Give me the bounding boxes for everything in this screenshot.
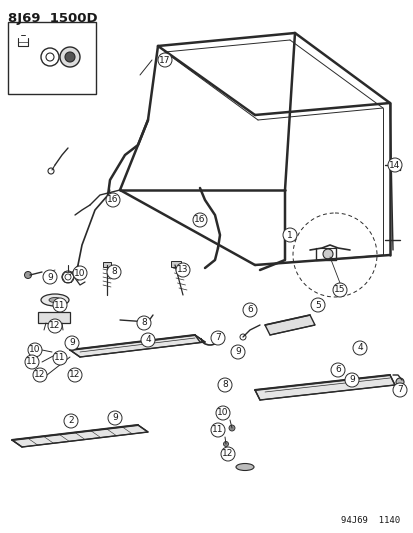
Text: 11: 11 (54, 353, 66, 362)
Circle shape (218, 378, 231, 392)
Text: 10: 10 (74, 269, 85, 278)
Circle shape (65, 52, 75, 62)
Circle shape (176, 263, 190, 277)
Circle shape (352, 341, 366, 355)
Circle shape (192, 213, 206, 227)
Text: 14: 14 (388, 160, 400, 169)
Circle shape (33, 368, 47, 382)
Circle shape (221, 447, 235, 461)
Circle shape (392, 383, 406, 397)
Text: 4: 4 (356, 343, 362, 352)
Circle shape (141, 333, 154, 347)
Text: 12: 12 (34, 370, 45, 379)
Ellipse shape (49, 297, 61, 303)
Circle shape (322, 249, 332, 259)
Circle shape (24, 271, 31, 279)
Circle shape (223, 441, 228, 447)
Circle shape (228, 425, 235, 431)
Circle shape (53, 298, 67, 312)
Text: 7: 7 (396, 385, 402, 394)
Circle shape (73, 266, 87, 280)
Text: 10: 10 (217, 408, 228, 417)
Circle shape (107, 265, 121, 279)
Bar (103, 262, 111, 267)
Ellipse shape (41, 294, 69, 306)
Circle shape (60, 47, 80, 67)
Circle shape (395, 378, 403, 386)
Text: 6: 6 (334, 366, 340, 375)
Polygon shape (12, 425, 147, 447)
Text: 2: 2 (68, 416, 74, 425)
Text: 1: 1 (287, 230, 292, 239)
Text: 9: 9 (112, 414, 118, 423)
Circle shape (28, 343, 42, 357)
Circle shape (282, 228, 296, 242)
Circle shape (330, 363, 344, 377)
Bar (38, 312, 70, 323)
Bar (8, 22, 96, 94)
Text: 13: 13 (177, 265, 188, 274)
Polygon shape (70, 335, 204, 357)
Circle shape (310, 298, 324, 312)
Text: 8: 8 (111, 268, 116, 277)
Circle shape (137, 316, 151, 330)
Circle shape (25, 355, 39, 369)
Bar (171, 261, 180, 267)
Text: 11: 11 (212, 425, 223, 434)
Text: 9: 9 (235, 348, 240, 357)
Text: 8J69  1500D: 8J69 1500D (8, 12, 97, 25)
Text: 8: 8 (141, 319, 147, 327)
Text: 17: 17 (159, 55, 170, 64)
Circle shape (216, 406, 230, 420)
Polygon shape (254, 375, 394, 400)
Circle shape (211, 331, 224, 345)
Text: 6: 6 (247, 305, 252, 314)
Text: 5: 5 (314, 301, 320, 310)
Text: 94J69  1140: 94J69 1140 (340, 516, 399, 525)
Text: 15: 15 (333, 286, 345, 295)
Circle shape (387, 158, 401, 172)
Text: 9: 9 (69, 338, 75, 348)
Circle shape (344, 373, 358, 387)
Polygon shape (264, 315, 314, 335)
Ellipse shape (235, 464, 254, 471)
Text: 10: 10 (29, 345, 40, 354)
Text: 16: 16 (194, 215, 205, 224)
Circle shape (242, 303, 256, 317)
Text: 12: 12 (49, 321, 61, 330)
Circle shape (332, 283, 346, 297)
Circle shape (43, 270, 57, 284)
Circle shape (230, 345, 244, 359)
Circle shape (48, 319, 62, 333)
Text: 12: 12 (222, 449, 233, 458)
Text: 16: 16 (107, 196, 119, 205)
Circle shape (65, 336, 79, 350)
Circle shape (64, 414, 78, 428)
Text: 12: 12 (69, 370, 81, 379)
Text: 7: 7 (215, 334, 221, 343)
Text: 11: 11 (26, 358, 38, 367)
Circle shape (53, 351, 67, 365)
Circle shape (106, 193, 120, 207)
Circle shape (68, 368, 82, 382)
Text: 9: 9 (47, 272, 53, 281)
Text: 8: 8 (222, 381, 227, 390)
Circle shape (158, 53, 171, 67)
Text: 4: 4 (145, 335, 150, 344)
Text: 11: 11 (54, 301, 66, 310)
Circle shape (211, 423, 224, 437)
Circle shape (108, 411, 122, 425)
Text: 9: 9 (348, 376, 354, 384)
